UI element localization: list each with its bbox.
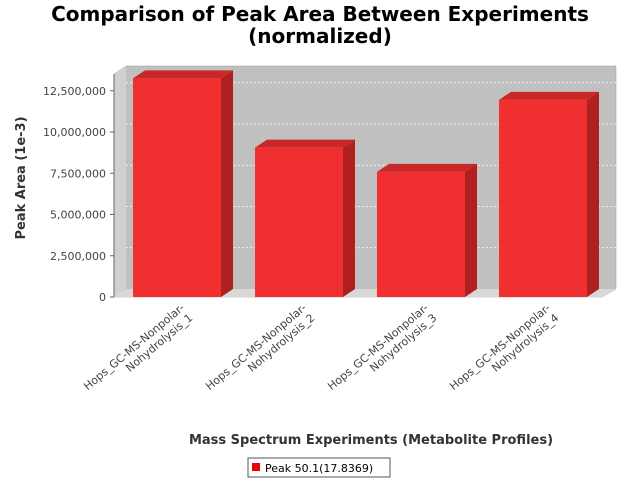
bar-front [499, 99, 587, 297]
bar-top [377, 163, 477, 172]
x-category-label-line: Hops_GC-MS-Nonpolar- [325, 301, 431, 393]
bar-top [255, 139, 355, 148]
y-tick-label: 7,500,000 [50, 167, 106, 180]
y-tick-label: 12,500,000 [43, 85, 106, 98]
y-tick-label: 5,000,000 [50, 209, 106, 222]
y-tick-label: 2,500,000 [50, 250, 106, 263]
x-category-label: Hops_GC-MS-Nonpolar-Nohydrolysis_1 [81, 301, 195, 403]
bar-front [377, 171, 465, 297]
bar-front [133, 78, 221, 297]
x-category-label-line: Hops_GC-MS-Nonpolar- [203, 301, 309, 393]
x-category-label-line: Hops_GC-MS-Nonpolar- [447, 301, 553, 393]
bar [377, 163, 477, 297]
bar-top [133, 70, 233, 79]
bar-side [587, 91, 599, 297]
plot-left-wall [114, 66, 126, 297]
bar [499, 91, 599, 297]
legend-entry: Peak 50.1(17.8369) [265, 462, 373, 475]
legend-box [247, 457, 391, 478]
x-category-label: Hops_GC-MS-Nonpolar-Nohydrolysis_2 [203, 301, 317, 403]
legend-swatch [252, 463, 260, 471]
bar-side [343, 139, 355, 297]
x-category-label: Hops_GC-MS-Nonpolar-Nohydrolysis_3 [325, 301, 439, 403]
x-axis-categories: Hops_GC-MS-Nonpolar-Nohydrolysis_1 Hops_G… [81, 301, 561, 403]
x-category-label-line: Hops_GC-MS-Nonpolar- [81, 301, 187, 393]
legend: Peak 50.1(17.8369) [247, 457, 391, 478]
bar [133, 70, 233, 297]
y-axis: 0 2,500,000 5,000,000 7,500,000 10,000,000 12… [43, 74, 115, 304]
chart-title-line-1: Comparison of Peak Area Between Experime… [51, 2, 589, 26]
chart-title: Comparison of Peak Area Between Experime… [51, 2, 589, 48]
bar [255, 139, 355, 297]
y-tick-label: 0 [99, 291, 106, 304]
x-axis-label: Mass Spectrum Experiments (Metabolite Pr… [189, 433, 553, 448]
bars [133, 70, 599, 297]
bar-front [255, 147, 343, 297]
plot-floor [114, 289, 616, 297]
y-axis-label: Peak Area (1e-3) [14, 116, 29, 239]
y-tick-label: 10,000,000 [43, 126, 106, 139]
bar-top [499, 91, 599, 100]
bar-side [465, 163, 477, 297]
bar-side [221, 70, 233, 297]
chart-title-line-2: (normalized) [248, 24, 392, 48]
x-category-label: Hops_GC-MS-Nonpolar-Nohydrolysis_4 [447, 301, 561, 403]
